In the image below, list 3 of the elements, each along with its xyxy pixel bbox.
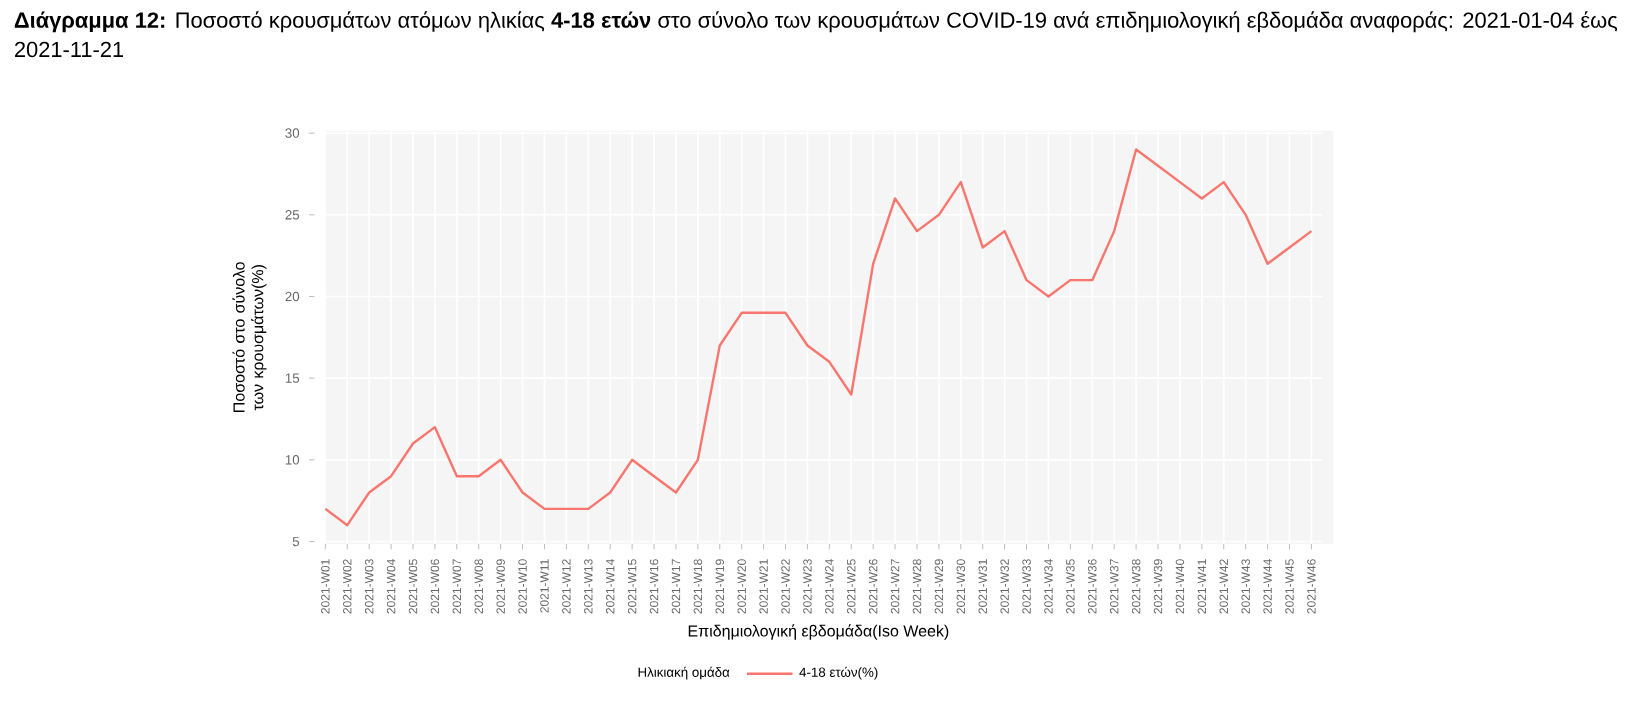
x-axis-title: Επιδημιολογική εβδομάδα(Iso Week) (688, 624, 949, 640)
chart-title: Διάγραμμα 12: Ποσοστό κρουσμάτων ατόμων ηλικίας 4-18 ετών στο σύνολο των κρουσμάτων COVID-19 ανά επιδημιολογική εβδομάδα αναφοράς: 2021-01-04 έως 2021-11-21 (14, 11, 1618, 58)
y-axis-title: Ποσοστό στο σύνολο των κρουσμάτων(%) (232, 262, 267, 412)
